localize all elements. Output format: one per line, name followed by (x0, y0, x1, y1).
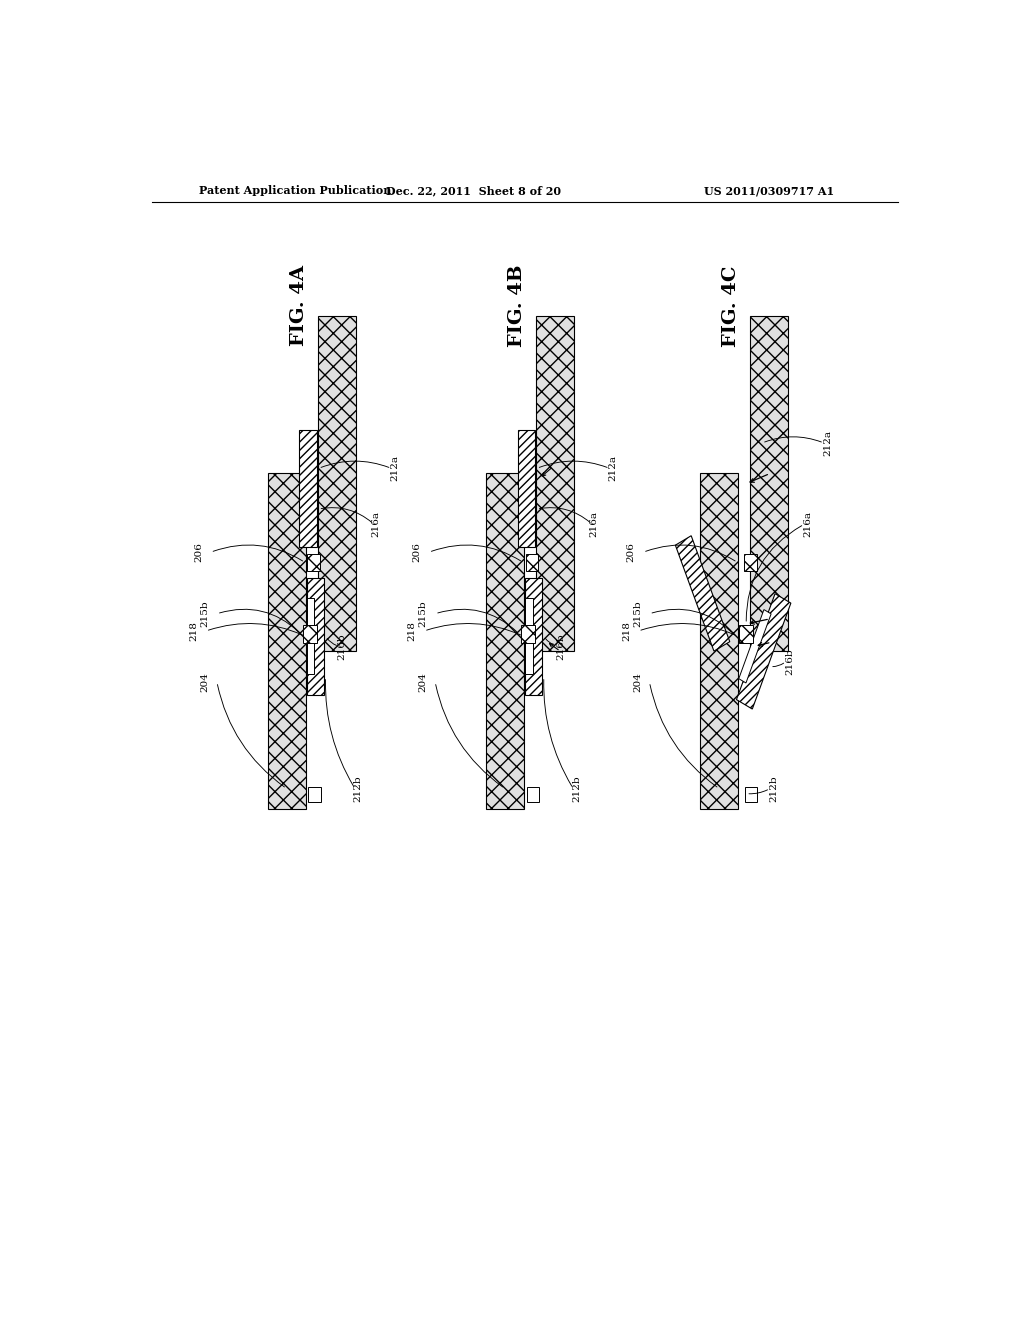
Text: 215b: 215b (419, 601, 428, 627)
Bar (306, 578, 324, 694)
Bar (307, 554, 321, 570)
Bar (526, 787, 539, 803)
Bar (521, 624, 536, 643)
Text: 216b: 216b (338, 634, 347, 660)
Text: 204: 204 (419, 672, 428, 692)
Text: 212b: 212b (353, 775, 362, 801)
Text: 212b: 212b (769, 775, 778, 801)
Bar (306, 598, 314, 675)
Bar (739, 624, 754, 643)
Text: 215b: 215b (633, 601, 642, 627)
Bar (303, 624, 316, 643)
Text: FIG. 4B: FIG. 4B (508, 264, 526, 347)
Text: 218: 218 (408, 622, 417, 642)
Text: 215b: 215b (201, 601, 210, 627)
Text: US 2011/0309717 A1: US 2011/0309717 A1 (705, 185, 835, 197)
Bar (525, 554, 539, 570)
Text: Patent Application Publication: Patent Application Publication (200, 185, 392, 197)
Text: 204: 204 (633, 672, 642, 692)
Text: 212a: 212a (608, 455, 617, 482)
Bar (299, 430, 316, 548)
Bar (524, 578, 543, 694)
Text: 212a: 212a (823, 430, 833, 455)
Bar (308, 787, 321, 803)
Bar (676, 536, 730, 651)
Text: 212b: 212b (571, 775, 581, 801)
Text: 216a: 216a (590, 511, 598, 537)
Text: 206: 206 (195, 543, 203, 562)
Bar (317, 315, 355, 651)
Bar (743, 554, 757, 570)
Text: 204: 204 (201, 672, 210, 692)
Bar (536, 315, 574, 651)
Bar (738, 610, 771, 682)
Text: 212a: 212a (390, 455, 399, 482)
Text: 206: 206 (627, 543, 636, 562)
Bar (700, 474, 738, 809)
Bar (524, 598, 532, 675)
Text: FIG. 4A: FIG. 4A (290, 265, 307, 346)
Bar (736, 594, 791, 709)
Bar (267, 474, 306, 809)
Bar (518, 430, 536, 548)
Text: 206: 206 (413, 543, 421, 562)
Text: 218: 218 (622, 622, 631, 642)
Text: 216b: 216b (785, 648, 795, 675)
Bar (744, 787, 757, 803)
Text: FIG. 4C: FIG. 4C (722, 265, 740, 347)
Text: 216a: 216a (371, 511, 380, 537)
Text: 216b: 216b (556, 634, 565, 660)
Text: 218: 218 (189, 622, 199, 642)
Text: 216a: 216a (804, 511, 813, 537)
Text: Dec. 22, 2011  Sheet 8 of 20: Dec. 22, 2011 Sheet 8 of 20 (386, 185, 561, 197)
Bar (751, 315, 788, 651)
Bar (486, 474, 524, 809)
